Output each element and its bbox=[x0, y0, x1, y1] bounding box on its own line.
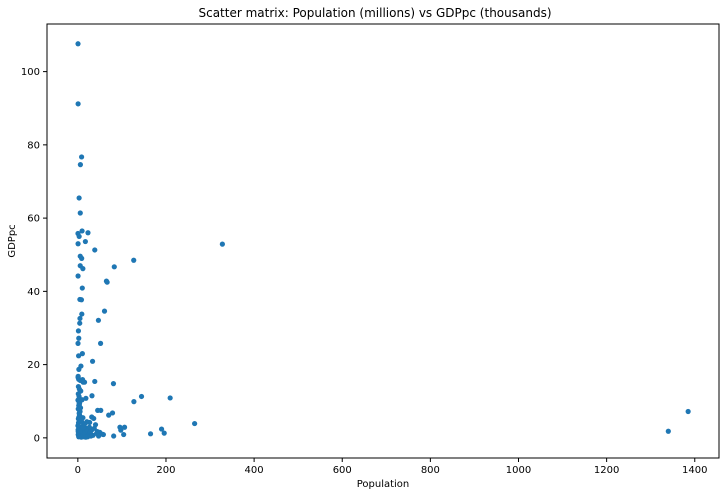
x-axis-label: Population bbox=[357, 479, 410, 490]
data-point bbox=[77, 162, 83, 168]
data-point bbox=[75, 373, 81, 379]
y-axis-ticks: 0 20 40 60 80 100 bbox=[21, 67, 47, 444]
data-point bbox=[75, 423, 81, 429]
x-tick-label: 800 bbox=[421, 465, 440, 476]
data-point bbox=[76, 353, 82, 359]
data-point bbox=[665, 428, 671, 434]
data-point bbox=[75, 431, 81, 438]
data-point bbox=[95, 317, 102, 323]
data-point bbox=[77, 320, 83, 326]
data-point bbox=[131, 257, 137, 263]
data-point bbox=[79, 351, 85, 357]
data-point bbox=[117, 424, 123, 430]
x-tick-label: 0 bbox=[75, 465, 81, 476]
data-point bbox=[80, 266, 86, 272]
data-point bbox=[121, 431, 127, 438]
data-point bbox=[78, 154, 85, 160]
data-point bbox=[78, 417, 84, 423]
data-point bbox=[75, 41, 81, 47]
data-point bbox=[80, 425, 86, 431]
data-point bbox=[219, 241, 225, 247]
data-point bbox=[147, 431, 154, 437]
data-point bbox=[92, 422, 99, 428]
data-point bbox=[685, 408, 691, 415]
data-point bbox=[76, 335, 82, 341]
y-tick-label: 40 bbox=[27, 287, 40, 298]
data-point bbox=[111, 264, 117, 270]
data-point bbox=[91, 415, 97, 422]
chart-title: Scatter matrix: Population (millions) vs… bbox=[198, 6, 551, 20]
data-point bbox=[161, 430, 167, 436]
data-point bbox=[89, 358, 96, 364]
x-tick-label: 600 bbox=[333, 465, 352, 476]
data-point bbox=[79, 255, 85, 261]
data-point bbox=[78, 388, 84, 394]
data-points bbox=[75, 41, 691, 440]
data-point bbox=[78, 297, 85, 303]
plot-area bbox=[46, 23, 720, 459]
x-tick-label: 1000 bbox=[506, 465, 531, 476]
y-tick-label: 60 bbox=[27, 214, 40, 225]
data-point bbox=[75, 340, 81, 346]
data-point bbox=[167, 395, 173, 401]
data-point bbox=[82, 238, 88, 245]
data-point bbox=[89, 393, 95, 399]
data-point bbox=[131, 399, 137, 405]
data-point bbox=[111, 433, 117, 439]
data-point bbox=[96, 433, 102, 439]
y-axis-label: GDPpc bbox=[7, 224, 18, 257]
data-point bbox=[92, 247, 98, 253]
data-point bbox=[79, 285, 85, 291]
data-point bbox=[77, 210, 83, 216]
x-tick-label: 1400 bbox=[682, 465, 707, 476]
data-point bbox=[79, 397, 85, 403]
x-tick-label: 200 bbox=[156, 465, 175, 476]
x-tick-label: 1200 bbox=[594, 465, 619, 476]
data-point bbox=[109, 410, 116, 416]
y-tick-label: 80 bbox=[27, 140, 40, 151]
data-point bbox=[97, 340, 104, 346]
data-point bbox=[101, 308, 108, 314]
data-point bbox=[106, 412, 112, 418]
data-point bbox=[104, 279, 110, 285]
data-point bbox=[79, 228, 85, 234]
data-point bbox=[75, 273, 81, 279]
data-point bbox=[92, 378, 98, 385]
data-point bbox=[121, 424, 128, 430]
x-axis-ticks: 0 200 400 600 800 1000 1200 1400 bbox=[75, 458, 707, 476]
data-point bbox=[75, 328, 82, 334]
data-point bbox=[75, 241, 81, 247]
data-point bbox=[98, 407, 104, 413]
data-point bbox=[76, 233, 82, 240]
data-point bbox=[85, 230, 91, 236]
data-point bbox=[77, 315, 83, 322]
y-tick-label: 100 bbox=[21, 67, 40, 78]
data-point bbox=[192, 420, 198, 427]
data-point bbox=[84, 419, 90, 425]
data-point bbox=[78, 363, 84, 369]
y-tick-label: 20 bbox=[27, 360, 40, 371]
data-point bbox=[75, 101, 81, 107]
data-point bbox=[86, 424, 92, 430]
data-point bbox=[138, 393, 145, 400]
data-point bbox=[79, 311, 85, 317]
data-point bbox=[76, 407, 82, 413]
x-tick-label: 400 bbox=[245, 465, 264, 476]
data-point bbox=[158, 426, 165, 432]
data-point bbox=[100, 431, 106, 438]
data-point bbox=[110, 381, 117, 387]
y-tick-label: 0 bbox=[34, 433, 40, 444]
data-point bbox=[80, 379, 86, 385]
data-point bbox=[76, 195, 82, 201]
